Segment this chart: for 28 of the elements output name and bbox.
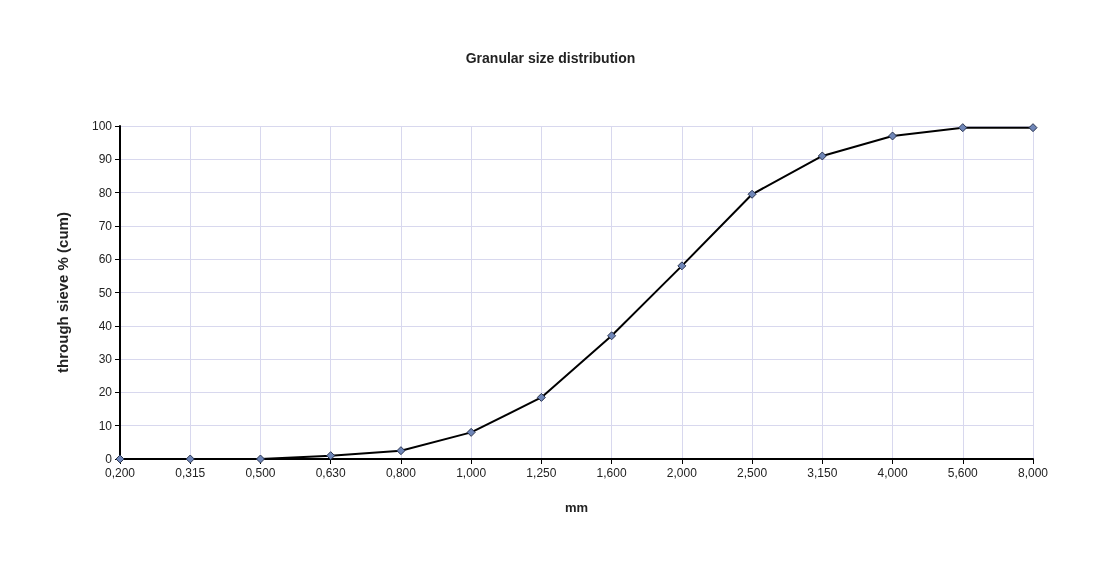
y-tick-label: 10: [98, 418, 113, 433]
x-tick-label: 4,000: [877, 466, 908, 480]
y-tick-label: 0: [105, 452, 113, 466]
chart-title: Granular size distribution: [465, 50, 636, 66]
x-tick-label: 1,600: [596, 466, 627, 480]
y-tick-label: 40: [98, 318, 113, 333]
y-axis-title: through sieve % (cum): [54, 212, 71, 373]
y-tick-label: 50: [98, 285, 113, 300]
y-tick-label: 80: [98, 185, 113, 200]
y-tick-label: 100: [91, 119, 113, 133]
x-tick-label: 1,250: [526, 466, 557, 480]
x-tick-label: 0,500: [245, 466, 276, 480]
y-tick-label: 30: [98, 352, 113, 367]
x-tick-label: 0,200: [104, 466, 136, 480]
x-tick-label: 0,800: [385, 466, 417, 480]
y-tick-label: 70: [98, 218, 113, 233]
y-tick-label: 90: [98, 152, 113, 167]
x-tick-label: 1,000: [456, 466, 487, 480]
x-tick-label: 3,150: [807, 466, 838, 480]
x-tick-label: 2,500: [737, 466, 768, 480]
x-tick-label: 0,630: [315, 466, 347, 480]
x-axis-title: mm: [564, 500, 589, 515]
x-tick-label: 2,000: [666, 466, 698, 480]
x-tick-label: 8,000: [1017, 466, 1049, 480]
x-tick-label: 0,315: [175, 466, 206, 480]
x-tick-label: 5,600: [947, 466, 979, 480]
y-tick-label: 60: [98, 252, 113, 267]
y-tick-label: 20: [98, 385, 113, 400]
